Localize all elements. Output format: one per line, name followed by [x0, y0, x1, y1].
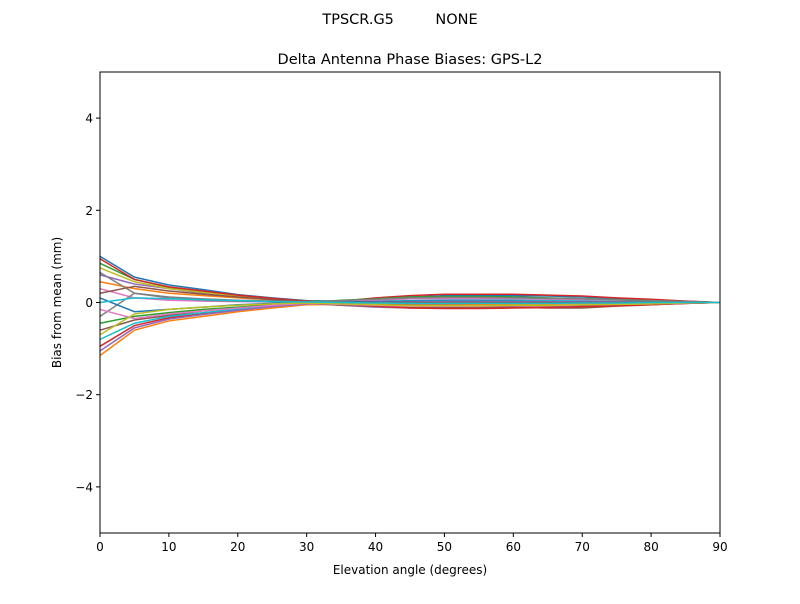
y-axis-ticks: −4 −2 0 2 4 [75, 112, 100, 494]
series-line [99, 293, 721, 347]
x-tick-label: 70 [575, 540, 590, 554]
x-tick-label: 30 [299, 540, 314, 554]
figure-suptitle: TPSCR.G5 NONE [321, 12, 477, 28]
x-tick-label: 40 [368, 540, 383, 554]
x-axis-ticks: 0 10 20 30 40 50 60 70 80 90 [96, 533, 728, 554]
series-line [99, 297, 720, 305]
y-tick-label: 0 [85, 296, 93, 310]
y-tick-label: −2 [75, 388, 93, 402]
x-tick-label: 80 [643, 540, 658, 554]
x-tick-label: 90 [712, 540, 727, 554]
series-line [99, 258, 721, 310]
chart-title: Delta Antenna Phase Biases: GPS-L2 [278, 52, 543, 68]
x-tick-label: 10 [161, 540, 176, 554]
y-tick-label: 2 [85, 204, 93, 218]
y-tick-label: 4 [85, 112, 93, 126]
x-tick-label: 20 [230, 540, 245, 554]
x-tick-label: 50 [437, 540, 452, 554]
series-lines [99, 255, 721, 357]
x-axis-label: Elevation angle (degrees) [333, 563, 487, 577]
x-tick-label: 60 [506, 540, 521, 554]
series-line [99, 271, 721, 304]
x-tick-label: 0 [96, 540, 104, 554]
y-tick-label: −4 [75, 480, 93, 494]
series-line [99, 301, 721, 336]
y-axis-label: Bias from mean (mm) [50, 237, 64, 368]
